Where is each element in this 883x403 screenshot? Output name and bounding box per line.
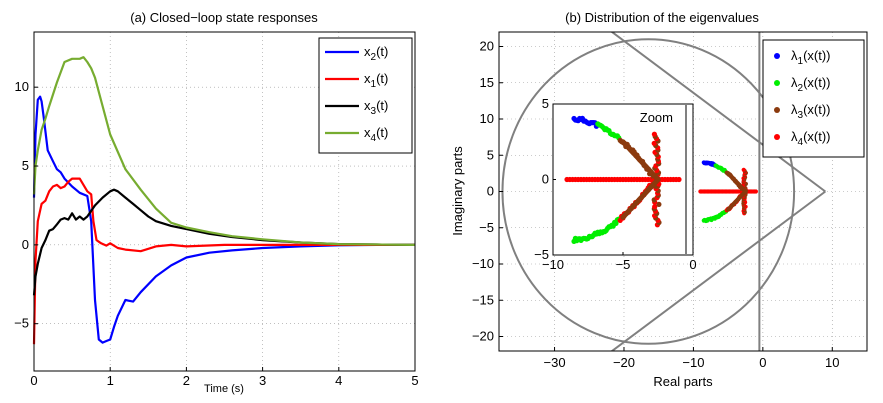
legend-marker-λ4 (774, 134, 780, 140)
chart-a-ticks: 0 1 2 3 4 5 −5 0 5 10 (14, 79, 418, 388)
chart-b-y-tick-label: 20 (480, 39, 494, 54)
chart-b-x-tick-label: −10 (682, 355, 704, 370)
series-line-x4 (32, 56, 416, 246)
legend-label-x3: x3(t) (364, 98, 388, 117)
chart-b-y-axis-label: Imaginary parts (450, 146, 465, 236)
chart-a-x-tick-label: 0 (30, 373, 37, 388)
inset-y-tick-label: 0 (542, 172, 549, 187)
chart-a-y-tick-label: −5 (14, 316, 29, 331)
chart-a-y-tick-label: 10 (15, 79, 29, 94)
stability-wedge-upper (610, 32, 826, 193)
chart-a-y-tick-label: 0 (22, 237, 29, 252)
chart-b-legend: λ1(x(t))λ2(x(t))λ3(x(t))λ4(x(t)) (762, 39, 865, 158)
chart-a-x-tick-label: 3 (259, 373, 266, 388)
legend-marker-λ1 (774, 53, 780, 59)
inset-eigenvalue-point-λ3 (656, 201, 662, 207)
legend-label-x1: x1(t) (364, 71, 388, 90)
chart-b-x-tick-label: 10 (825, 355, 839, 370)
stability-wedge-lower (610, 190, 826, 351)
inset-y-tick-label: 5 (542, 96, 549, 111)
chart-b-zoom-inset: Zoom−10 −5 0−505 (534, 96, 696, 272)
chart-b-plot-area (698, 160, 759, 224)
chart-b-y-tick-label: −10 (472, 256, 494, 271)
legend-label-x2: x2(t) (364, 44, 388, 63)
chart-a-title: (a) Closed−loop state responses (130, 10, 318, 25)
chart-b-y-tick-label: −20 (472, 329, 494, 344)
series-line-x2 (32, 95, 415, 344)
chart-b-y-tick-label: 5 (487, 147, 494, 162)
inset-zoom-label: Zoom (640, 110, 673, 125)
inset-eigenvalue-point-λ4 (651, 140, 657, 146)
series-line-x3 (32, 188, 416, 296)
chart-b-x-tick-label: −20 (613, 355, 635, 370)
chart-eigenvalue-distribution: (b) Distribution of the eigenvalues Zoom… (450, 10, 868, 389)
chart-a-x-tick-label: 1 (107, 373, 114, 388)
chart-b-y-tick-label: 10 (480, 111, 494, 126)
chart-a-plot-area (32, 56, 416, 345)
inset-x-tick-label: 0 (689, 257, 696, 272)
chart-a-frame (33, 31, 416, 372)
chart-closed-loop-responses: (a) Closed−loop state responses 0 1 2 3 4 5 −5… (14, 10, 418, 395)
inset-x-tick-label: −10 (542, 257, 564, 272)
inset-eigenvalue-point-λ4 (652, 204, 658, 210)
chart-b-y-tick-label: −15 (472, 292, 494, 307)
inset-x-tick-label: −5 (616, 257, 631, 272)
chart-b-title: (b) Distribution of the eigenvalues (565, 10, 759, 25)
series-line-x1 (32, 177, 415, 345)
chart-b-y-tick-label: 0 (487, 184, 494, 199)
chart-b-x-axis-label: Real parts (653, 374, 713, 389)
chart-a-x-tick-label: 5 (411, 373, 418, 388)
chart-a-x-axis-label: Time (s) (204, 383, 244, 395)
inset-eigenvalue-point-λ4 (676, 176, 682, 183)
chart-b-y-tick-label: 15 (480, 75, 494, 90)
legend-label-x4: x4(t) (364, 125, 388, 144)
legend-marker-λ2 (774, 80, 780, 86)
chart-a-legend: x2(t) x1(t) x3(t) x4(t) (318, 37, 413, 154)
chart-a-y-tick-label: 5 (22, 158, 29, 173)
eigenvalue-point-λ4 (741, 167, 746, 172)
inset-eigenvalue-point-λ4 (651, 131, 658, 137)
chart-b-x-tick-label: −30 (544, 355, 566, 370)
legend-marker-λ3 (774, 107, 780, 113)
eigenvalue-point-λ3 (743, 189, 748, 194)
chart-a-x-tick-label: 4 (335, 373, 342, 388)
chart-b-x-tick-label: 0 (759, 355, 766, 370)
eigenvalue-point-λ4 (753, 189, 759, 194)
inset-eigenvalue-point-λ3 (655, 176, 661, 183)
chart-b-y-tick-label: −5 (479, 220, 494, 235)
chart-a-x-tick-label: 2 (183, 373, 190, 388)
inset-y-tick-label: −5 (534, 247, 549, 262)
